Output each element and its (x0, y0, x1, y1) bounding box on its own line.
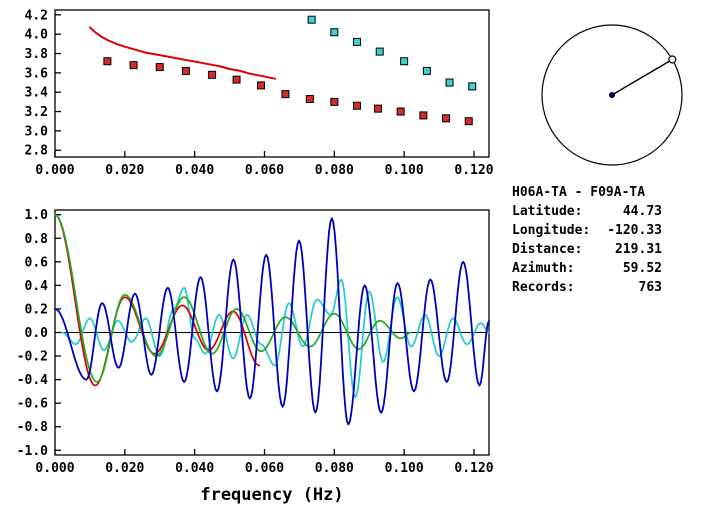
y-tick-label: 0.2 (25, 302, 48, 317)
waveform-green-series (54, 213, 412, 383)
y-tick-label: 4.0 (25, 28, 49, 43)
red-square-dispersion-points-marker (373, 104, 382, 113)
red-square-dispersion-points-marker (305, 94, 314, 103)
latitude-label: Latitude: (512, 204, 583, 219)
longitude-value: -120.33 (607, 223, 662, 238)
waveform-blue-series (54, 217, 490, 426)
y-tick-label: 3.4 (25, 86, 49, 101)
records-label: Records: (512, 280, 575, 295)
info-row-azimuth: Azimuth: 59.52 (512, 259, 662, 278)
longitude-label: Longitude: (512, 223, 591, 238)
x-tick-label: 0.020 (105, 461, 144, 476)
x-axis-label: frequency (Hz) (200, 485, 343, 505)
cyan-square-dispersion-points-marker (468, 82, 477, 91)
red-square-dispersion-points-marker (232, 75, 241, 84)
x-tick-label: 0.080 (315, 163, 354, 178)
pair-station-marker (668, 55, 677, 64)
dispersion-axes: 0.000 0.020 0.040 0.060 0.080 0.100 0.120 2.8 3.… (25, 8, 494, 178)
y-tick-label: 0.6 (25, 255, 49, 270)
y-tick-label: 3.6 (25, 66, 49, 81)
x-tick-label: 0.120 (454, 461, 493, 476)
waveform-red-series (54, 213, 261, 387)
red-square-dispersion-points-marker (442, 114, 451, 123)
red-square-dispersion-points-marker (208, 70, 217, 79)
red-square-dispersion-points-marker (330, 97, 339, 106)
y-tick-label: -0.4 (17, 373, 48, 388)
x-tick-label: 0.000 (35, 461, 74, 476)
x-tick-label: 0.060 (245, 461, 284, 476)
y-tick-label: 0.4 (25, 279, 49, 294)
azimuth-line (611, 58, 673, 96)
cyan-square-dispersion-points-marker (353, 37, 362, 46)
x-tick-label: 0.100 (385, 163, 424, 178)
x-tick-label: 0.120 (454, 163, 493, 178)
cyan-square-dispersion-points-marker (445, 78, 454, 87)
y-tick-label: -1.0 (17, 444, 48, 459)
info-row-latitude: Latitude: 44.73 (512, 202, 662, 221)
y-tick-label: -0.2 (17, 350, 48, 365)
x-tick-label: 0.040 (175, 163, 214, 178)
records-value: 763 (638, 280, 662, 295)
dispersion-plot: 0.000 0.020 0.040 0.060 0.080 0.100 0.120 2.8 3.… (25, 8, 494, 178)
red-square-dispersion-points-marker (181, 66, 190, 75)
distance-value: 219.31 (615, 242, 662, 257)
x-tick-label: 0.060 (245, 163, 284, 178)
info-row-records: Records: 763 (512, 278, 662, 297)
red-square-dispersion-points-marker (419, 111, 428, 120)
y-tick-label: 4.2 (25, 8, 48, 23)
y-tick-label: 0.0 (25, 326, 49, 341)
red-square-dispersion-points-marker (257, 81, 266, 90)
y-tick-label: 1.0 (25, 208, 49, 223)
azimuth-value: 59.52 (622, 261, 662, 276)
y-tick-label: 0.8 (25, 232, 49, 247)
x-tick-label: 0.020 (105, 163, 144, 178)
red-square-dispersion-points-series (103, 57, 473, 126)
cyan-square-dispersion-points-marker (330, 28, 339, 37)
azimuth-compass (541, 24, 683, 166)
red-square-dispersion-points-marker (396, 107, 405, 116)
red-square-dispersion-points-marker (129, 61, 138, 70)
info-row-distance: Distance: 219.31 (512, 240, 662, 259)
y-tick-label: 3.0 (25, 124, 49, 139)
y-tick-label: -0.6 (17, 397, 48, 412)
x-tick-label: 0.040 (175, 461, 214, 476)
y-tick-label: 3.8 (25, 47, 49, 62)
azimuth-circle (541, 24, 683, 166)
center-station-dot (609, 92, 615, 98)
station-info-panel: H06A-TA - F09A-TA Latitude: 44.73 Longitud… (512, 183, 662, 297)
cyan-square-dispersion-points-marker (307, 15, 316, 24)
x-tick-label: 0.000 (35, 163, 74, 178)
x-tick-label: 0.100 (385, 461, 424, 476)
latitude-value: 44.73 (622, 204, 662, 219)
phase-velocity-curve-series (88, 26, 276, 80)
red-square-dispersion-points-marker (103, 57, 112, 66)
red-square-dispersion-points-marker (281, 90, 290, 99)
red-square-dispersion-points-marker (464, 117, 473, 126)
y-tick-label: 3.2 (25, 105, 48, 120)
red-square-dispersion-points-marker (155, 63, 164, 72)
station-info-rows: Latitude: 44.73 Longitude: -120.33 Distance:… (512, 202, 662, 297)
x-tick-label: 0.080 (315, 461, 354, 476)
red-square-dispersion-points-marker (353, 101, 362, 110)
distance-label: Distance: (512, 242, 583, 257)
correlation-plot: 0.000 0.020 0.040 0.060 0.080 0.100 0.120 -1.0 -… (17, 208, 494, 505)
cyan-square-dispersion-points-series (307, 15, 477, 91)
waveform-cyan-series (61, 278, 490, 399)
cyan-square-dispersion-points-marker (422, 66, 431, 75)
info-row-longitude: Longitude: -120.33 (512, 221, 662, 240)
y-tick-label: 2.8 (25, 144, 49, 159)
y-tick-label: -0.8 (17, 420, 48, 435)
cyan-square-dispersion-points-marker (375, 47, 384, 56)
station-pair-title: H06A-TA - F09A-TA (512, 185, 646, 200)
cyan-square-dispersion-points-marker (400, 57, 409, 66)
azimuth-label: Azimuth: (512, 261, 575, 276)
